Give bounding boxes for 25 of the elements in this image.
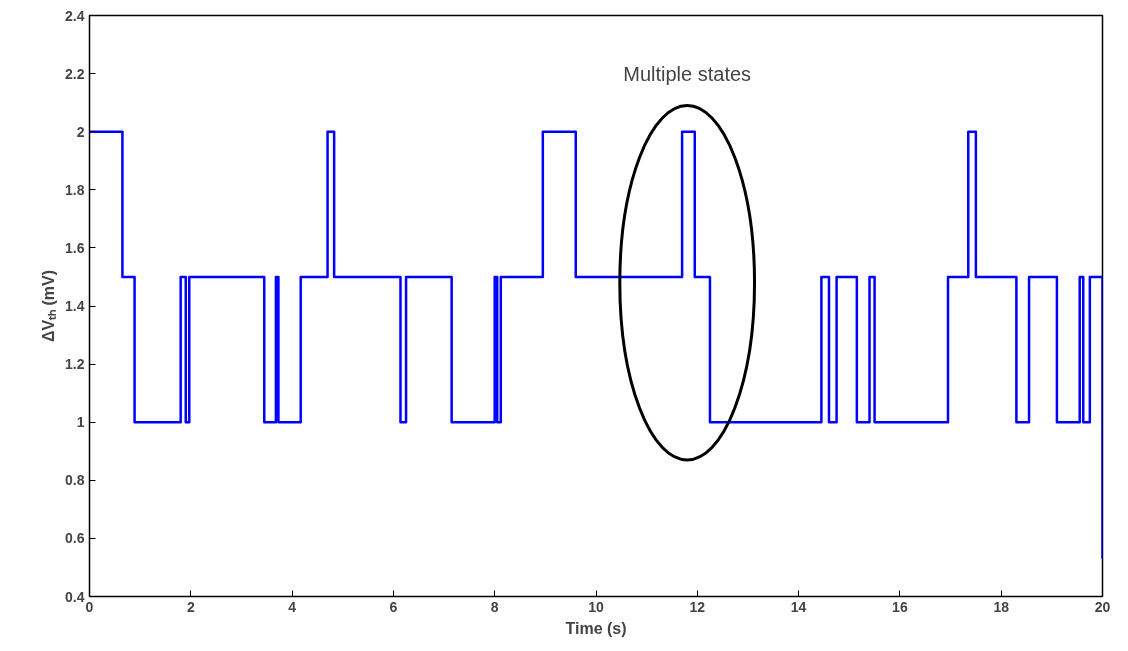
y-tick-label: 0.6 [65,530,85,547]
x-tick-label: 12 [689,598,706,615]
x-tick-label: 18 [993,598,1010,615]
x-axis-title: Time (s) [565,619,627,637]
x-tick-label: 4 [288,598,297,615]
x-tick-label: 10 [588,598,604,615]
annotation: Multiple states [623,63,752,86]
x-tick-label: 6 [389,598,398,615]
x-tick-label: 2 [186,598,195,615]
y-tick-label: 1.6 [65,239,85,256]
y-tick-label: 0.8 [65,472,85,489]
y-tick-label: 1 [76,414,85,431]
y-tick-label: 0.4 [65,588,85,605]
y-axis-title: ΔVₜₕ (mV) [40,269,58,343]
y-tick-label: 1.4 [65,298,85,314]
x-tick-label: 8 [490,598,499,615]
x-tick-label: 16 [892,598,908,615]
x-tick-label: 20 [1094,598,1111,615]
y-tick-label: 1.2 [65,356,85,373]
y-tick-label: 2 [76,123,85,140]
x-tick-label: 0 [85,598,94,615]
y-tick-label: 2.4 [65,7,85,24]
y-tick-label: 1.8 [65,181,85,198]
x-tick-label: 14 [790,598,807,615]
y-tick-label: 2.2 [65,65,85,82]
